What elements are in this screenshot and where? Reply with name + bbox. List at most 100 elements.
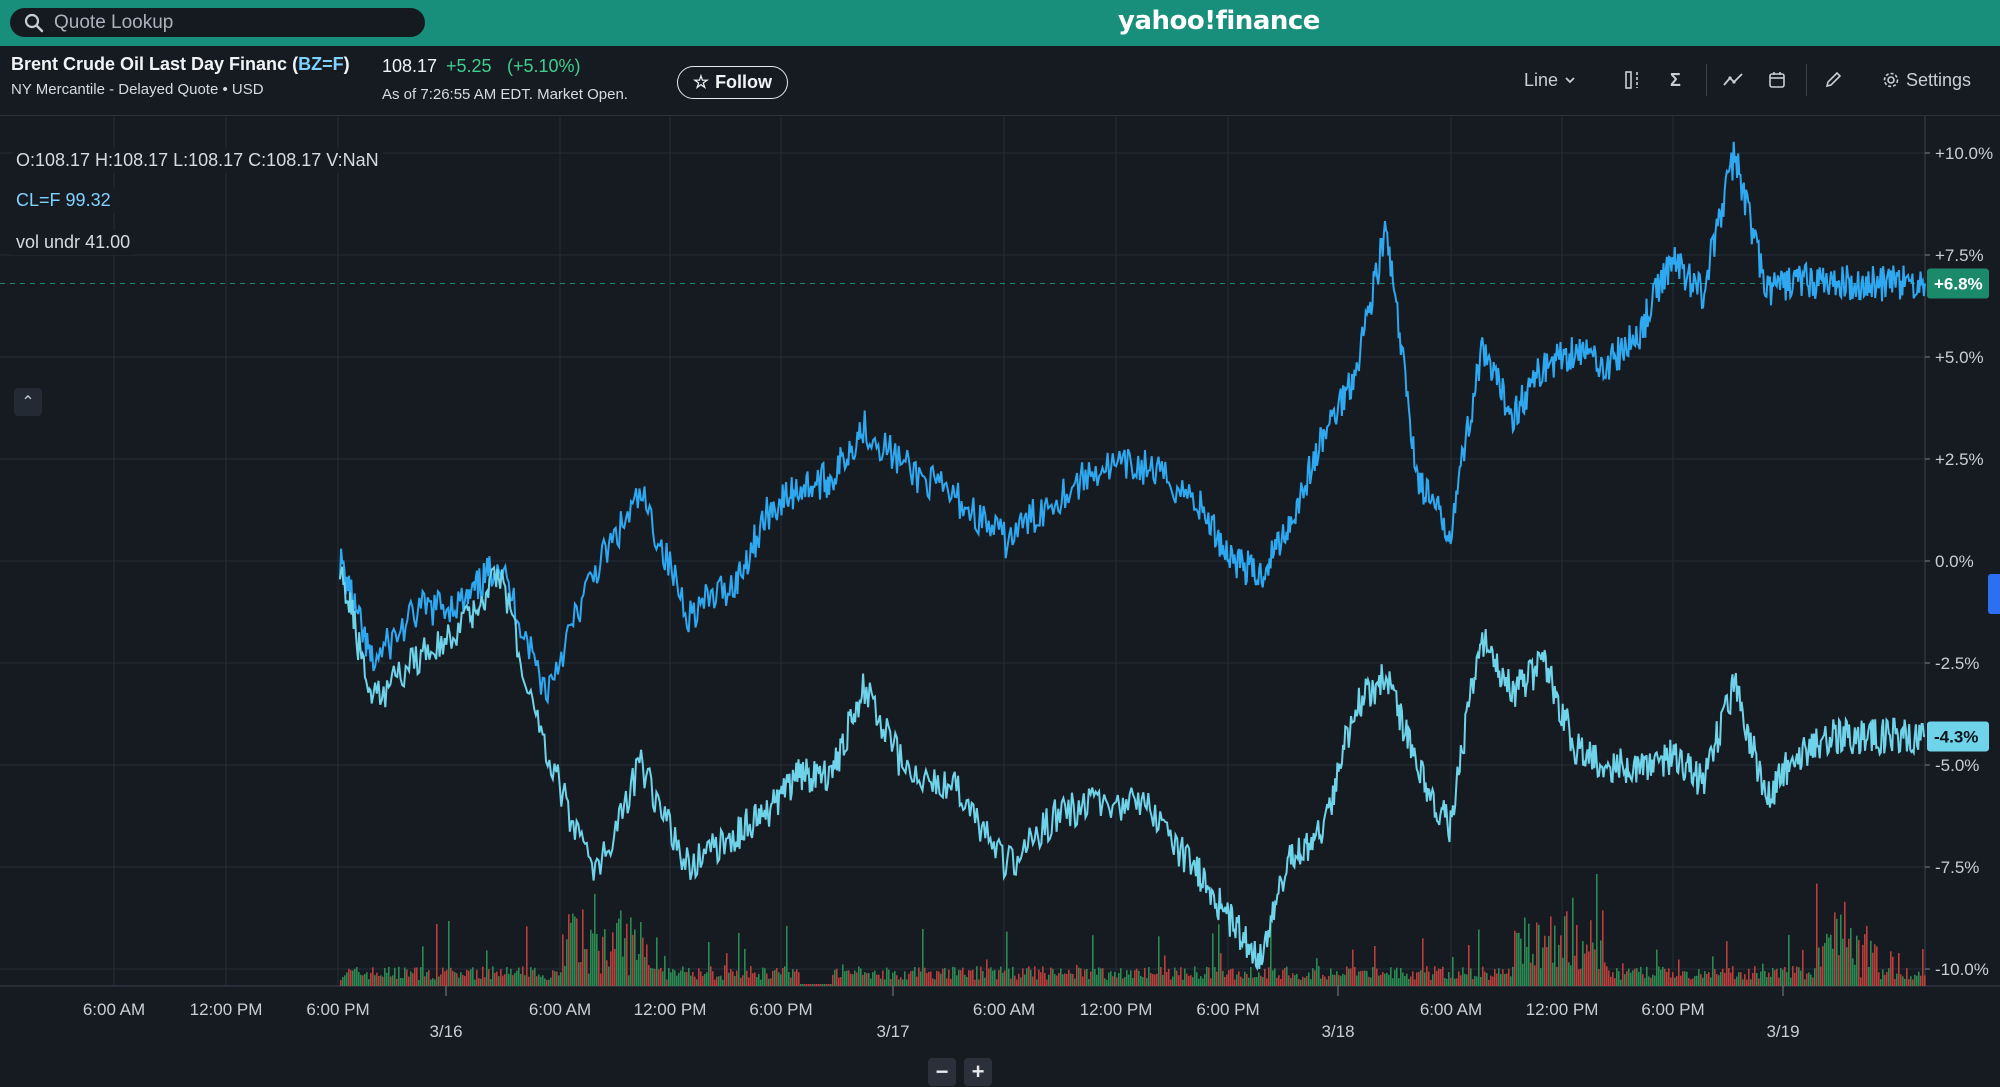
sigma-button[interactable]: Σ [1670, 66, 1681, 94]
quote-lookup-input[interactable] [54, 11, 394, 34]
collapse-legend-button[interactable]: ⌃ [14, 388, 42, 416]
volume-bar [408, 976, 410, 986]
volume-bar [1840, 914, 1842, 986]
volume-bar [1300, 979, 1302, 986]
indicators-button[interactable] [1624, 66, 1642, 94]
quote-change-percent: (+5.10%) [507, 56, 581, 76]
volume-bar [1710, 977, 1712, 986]
volume-bar [1660, 969, 1662, 986]
x-tick-label: 6:00 PM [306, 1000, 369, 1019]
volume-bar [1614, 978, 1616, 986]
volume-bar [1550, 916, 1552, 986]
volume-bar [380, 975, 382, 986]
volume-bar [618, 918, 620, 986]
volume-bar [1536, 922, 1538, 986]
volume-bar [1278, 975, 1280, 986]
volume-bar [942, 968, 944, 986]
zoom-out-button[interactable]: − [928, 1058, 956, 1086]
volume-bar [536, 976, 538, 986]
volume-bar [688, 967, 690, 986]
price-chart[interactable]: +10.0% +7.5% +5.0% +2.5% 0.0% -2.5% -5.0% -7.5%… [0, 116, 2000, 1086]
volume-bar [1924, 975, 1926, 986]
volume-bar [1156, 973, 1158, 986]
volume-bar [468, 970, 470, 986]
volume-bar [1678, 959, 1680, 986]
volume-bar [1100, 968, 1102, 986]
volume-bar [1732, 966, 1734, 986]
volume-bar [1028, 966, 1030, 986]
side-panel-handle[interactable] [1988, 574, 2000, 614]
volume-bar [828, 984, 830, 986]
current-value-badge-label: -4.3% [1934, 727, 1978, 746]
volume-bar [1468, 945, 1470, 986]
volume-bar [472, 967, 474, 986]
volume-bar [416, 967, 418, 986]
volume-bar [1528, 923, 1530, 986]
volume-bar [858, 966, 860, 986]
volume-bar [1126, 970, 1128, 986]
volume-bar [574, 916, 576, 986]
volume-bar [1202, 978, 1204, 986]
y-tick-label: +5.0% [1935, 348, 1984, 367]
volume-bar [672, 969, 674, 986]
volume-bar [506, 967, 508, 986]
series-line-cl-f [339, 565, 1926, 972]
search-icon [24, 13, 44, 32]
volume-bar [476, 969, 478, 986]
volume-bar [698, 968, 700, 986]
volume-bar [1700, 974, 1702, 986]
series-line-bz-f [339, 141, 1926, 706]
volume-bar [1826, 933, 1828, 986]
volume-bar [1398, 978, 1400, 986]
volume-bar [1022, 968, 1024, 986]
volume-bar [602, 936, 604, 986]
volume-bar [1896, 973, 1898, 986]
volume-bar [854, 970, 856, 986]
volume-bar [1146, 978, 1148, 986]
volume-bar [812, 984, 814, 986]
volume-bar [1008, 968, 1010, 986]
volume-bar [1264, 968, 1266, 986]
volume-bar [1604, 962, 1606, 986]
volume-bar [1782, 969, 1784, 986]
trend-line-icon [1723, 73, 1743, 86]
toolbar-divider-2 [1806, 64, 1807, 96]
volume-legend[interactable]: vol undr 41.00 [12, 230, 135, 255]
volume-bar [836, 968, 838, 986]
volume-bar [846, 970, 848, 986]
volume-bar [974, 979, 976, 986]
volume-bar [1712, 956, 1714, 986]
volume-bar [1382, 971, 1384, 986]
volume-bar [626, 923, 628, 986]
volume-bar [398, 966, 400, 986]
volume-bar [750, 966, 752, 986]
volume-bar [1922, 949, 1924, 986]
chart-canvas[interactable]: +10.0% +7.5% +5.0% +2.5% 0.0% -2.5% -5.0% -7.5%… [0, 116, 2000, 1041]
zoom-in-button[interactable]: + [964, 1058, 992, 1086]
settings-button[interactable]: Settings [1882, 66, 1971, 94]
volume-bar [918, 967, 920, 986]
volume-bar [1208, 967, 1210, 986]
quote-lookup-search[interactable] [10, 8, 425, 37]
volume-bar [932, 978, 934, 986]
volume-bar [1892, 956, 1894, 986]
volume-bar [580, 962, 582, 986]
compare-legend[interactable]: CL=F 99.32 [12, 188, 115, 213]
volume-bar [1920, 975, 1922, 986]
volume-bar [422, 946, 424, 986]
date-range-button[interactable] [1768, 66, 1786, 94]
yahoo-finance-logo[interactable]: yahoo!finance [1118, 6, 1320, 36]
follow-button[interactable]: ☆ Follow [677, 66, 788, 99]
volume-bar [1472, 979, 1474, 986]
quote-symbol[interactable]: BZ=F [298, 54, 344, 74]
chart-type-dropdown[interactable]: Line [1524, 66, 1576, 94]
volume-bar [1450, 977, 1452, 986]
events-button[interactable] [1722, 66, 1744, 94]
volume-bar [1724, 972, 1726, 986]
volume-bar [1000, 966, 1002, 986]
volume-bar [1030, 969, 1032, 986]
volume-bar [780, 974, 782, 986]
draw-button[interactable] [1824, 66, 1842, 94]
volume-bar [1120, 968, 1122, 986]
volume-bar [466, 969, 468, 986]
